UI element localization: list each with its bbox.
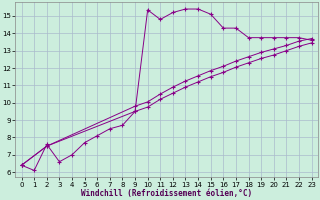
- X-axis label: Windchill (Refroidissement éolien,°C): Windchill (Refroidissement éolien,°C): [81, 189, 252, 198]
